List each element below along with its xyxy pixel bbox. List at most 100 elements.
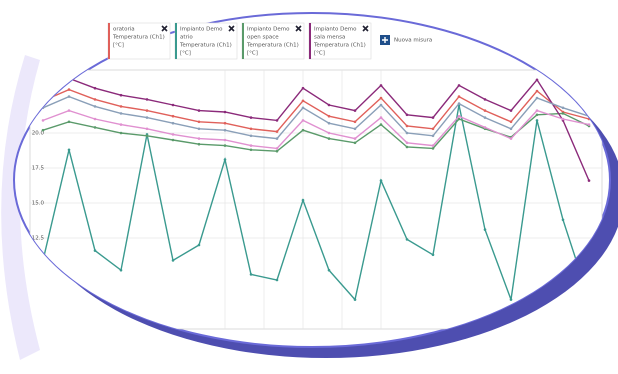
data-point [509,298,513,301]
legend-swatch [309,23,311,59]
data-point [119,268,123,272]
data-point [171,121,175,125]
data-point [353,127,357,131]
data-point [457,84,461,87]
data-point [353,141,357,145]
remove-series[interactable] [362,25,369,32]
data-point [379,84,383,87]
data-point [197,142,201,146]
series-line [42,95,590,140]
data-point [41,128,45,132]
data-point [145,134,149,138]
data-point [431,134,435,138]
data-point [509,120,513,124]
data-point [509,137,513,140]
data-point [405,145,409,149]
data-point [249,116,253,119]
data-point [41,259,45,262]
legend-swatch [108,23,110,59]
data-point [483,109,487,112]
legend: oratoria Temperatura (Ch1) [°C] Impianto De… [107,22,432,60]
data-point [171,133,175,136]
data-point [93,249,97,252]
y-tick-label: 15.0 [32,201,45,207]
data-point [353,109,357,112]
data-point [275,149,279,153]
data-point [145,127,149,131]
data-point [405,131,409,135]
data-point [119,93,123,97]
data-point [483,126,487,129]
data-point [379,96,383,100]
data-point [353,137,357,140]
data-point [405,113,409,117]
data-point [535,78,539,82]
data-point [197,109,201,112]
data-point [249,273,253,276]
legend-label: sala mensa [314,35,345,41]
data-point [301,198,305,202]
data-point [353,298,357,301]
data-point [431,127,435,131]
data-point [223,138,227,142]
data-point [119,112,123,115]
data-point [405,124,409,128]
legend-label: [°C] [247,51,258,57]
data-point [327,137,331,140]
data-point [93,98,97,101]
data-point [275,130,279,133]
chart: 20.017.515.012.52013/3/1812:002013/3/190… [29,69,603,363]
data-point [483,228,487,231]
data-point [93,126,97,129]
remove-series[interactable] [228,25,235,32]
data-point [587,298,591,301]
data-point [327,131,331,135]
data-point [431,144,435,147]
y-tick-label: 17.5 [32,166,45,172]
data-point [249,134,253,138]
data-point [301,128,305,132]
data-point [405,141,409,145]
data-point [119,123,123,126]
y-tick-label: 20.0 [32,131,45,137]
data-point [535,89,539,93]
data-point [509,127,513,131]
remove-series[interactable] [295,25,302,32]
data-point [327,121,331,125]
data-point [379,179,383,182]
remove-series[interactable] [161,25,168,32]
data-point [301,86,305,90]
data-point [327,103,331,107]
data-point [275,147,279,150]
data-point [457,114,461,118]
legend-label: atrio [180,35,193,41]
legend-label: [°C] [113,43,124,49]
data-point [457,117,461,121]
legend-box [174,22,238,60]
data-point [535,119,539,122]
x-tick-label: 2013/3/18 12:00 [211,349,240,363]
data-point [405,238,409,241]
series-line [42,109,590,150]
data-point [41,88,45,91]
data-point [223,144,227,147]
data-point [67,95,71,98]
data-point [223,158,227,161]
legend-label: Impianto Demo [314,27,357,33]
data-point [145,116,149,119]
series-line [42,77,590,181]
legend-label: oratoria [113,27,135,33]
data-point [483,98,487,101]
data-point [171,114,175,118]
data-point [561,218,565,222]
data-point [67,109,71,112]
data-point [561,117,565,121]
data-point [249,148,253,152]
data-point [561,106,565,110]
data-point [379,116,383,119]
decor-swoosh [1,55,41,360]
data-point [379,123,383,126]
data-point [249,144,253,147]
data-point [353,120,357,124]
